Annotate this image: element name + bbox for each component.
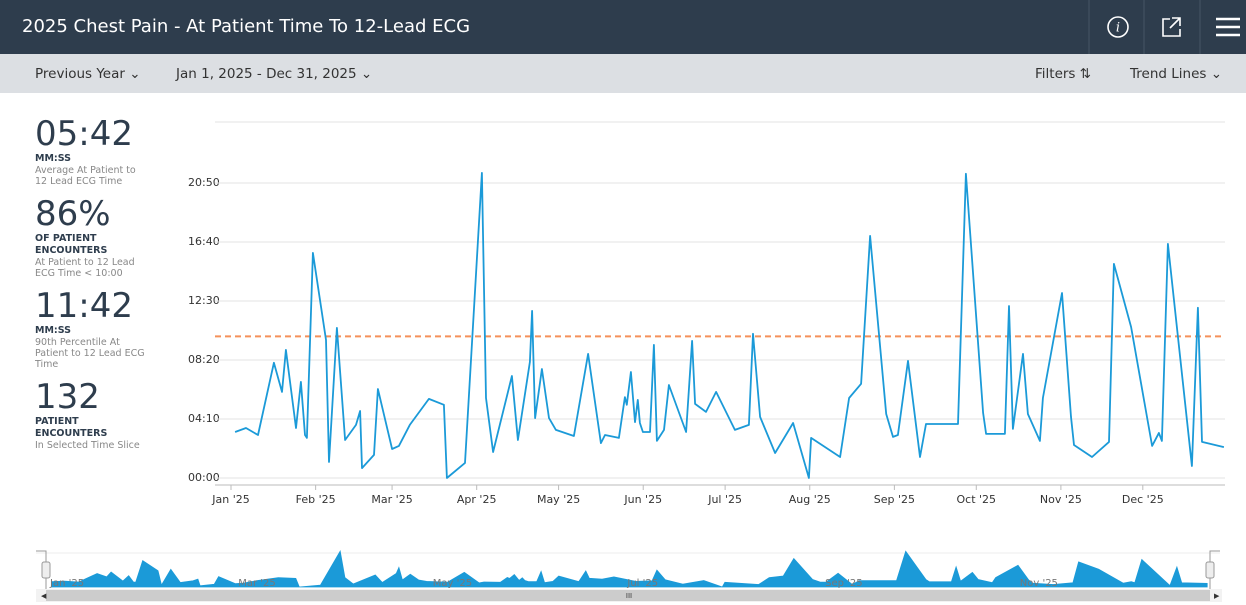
trend-select[interactable]: Trend Lines ⌄ (1130, 66, 1223, 82)
svg-text:i: i (1116, 21, 1120, 36)
open-icon[interactable] (1162, 17, 1181, 37)
info-icon[interactable]: i (1107, 16, 1129, 38)
navigator-label: Jan '25 (49, 578, 84, 589)
kpi-panel: 05:42 MM:SS Average At Patient to 12 Lead … (35, 115, 165, 459)
y-tick-label: 00:00 (188, 471, 220, 484)
x-tick-label: Nov '25 (1040, 493, 1082, 506)
x-tick-label: Mar '25 (371, 493, 412, 506)
y-tick-label: 08:20 (188, 353, 220, 366)
kpi-value: 86% (35, 194, 111, 234)
x-tick-label: Feb '25 (296, 493, 336, 506)
navigator-label: May '25 (433, 578, 472, 589)
navigator-area (51, 550, 1208, 588)
kpi-unit: MM:SS (35, 153, 71, 164)
kpi-caption: 90th Percentile At Patient to 12 Lead EC… (35, 337, 145, 370)
kpi-unit: MM:SS (35, 325, 71, 336)
svg-text:III: III (626, 592, 632, 600)
x-tick-label: Dec '25 (1122, 493, 1164, 506)
y-tick-label: 20:50 (188, 176, 220, 189)
y-tick-label: 12:30 (188, 294, 220, 307)
svg-text:▶: ▶ (1214, 592, 1220, 600)
title: 2025 Chest Pain - At Patient Time To 12-… (22, 16, 471, 37)
navigator-label: Nov '25 (1020, 578, 1058, 589)
kpi-value: 132 (35, 377, 100, 417)
svg-text:◀: ◀ (41, 592, 47, 600)
x-tick-label: Apr '25 (457, 493, 497, 506)
header: 2025 Chest Pain - At Patient Time To 12-… (0, 0, 1246, 54)
kpi-unit: PATIENT ENCOUNTERS (35, 416, 108, 439)
filters: Filters (1035, 66, 1076, 82)
kpi-caption: At Patient to 12 Lead ECG Time < 10:00 (35, 257, 135, 279)
kpi-value: 11:42 (35, 286, 133, 326)
navigator-label: Sep '25 (825, 578, 863, 589)
x-tick-label: Oct '25 (957, 493, 997, 506)
menu-icon[interactable] (1216, 17, 1240, 37)
x-tick-label: Jun '25 (623, 493, 662, 506)
x-tick-label: Aug '25 (789, 493, 831, 506)
period-select[interactable]: Previous Year ⌄ (35, 66, 141, 82)
navigator-label: Jul '25 (626, 578, 658, 589)
kpi-unit: OF PATIENT ENCOUNTERS (35, 233, 108, 256)
navigator: ◀ ▶ III (36, 550, 1222, 602)
trend: Trend Lines (1130, 66, 1207, 82)
series-line (234, 172, 1225, 479)
filters-button[interactable]: Filters ⇅ (1035, 66, 1092, 82)
kpi-caption: Average At Patient to 12 Lead ECG Time (35, 165, 136, 187)
toolbar: Previous Year ⌄ Jan 1, 2025 - Dec 31, 20… (0, 54, 1246, 93)
range-select[interactable]: Jan 1, 2025 - Dec 31, 2025 ⌄ (176, 66, 373, 82)
x-tick-label: Jan '25 (211, 493, 249, 506)
y-tick-label: 04:10 (188, 412, 220, 425)
period: Previous Year (35, 66, 125, 82)
x-tick-label: Sep '25 (874, 493, 915, 506)
x-tick-label: May '25 (537, 493, 580, 506)
kpi-caption: In Selected Time Slice (35, 440, 140, 451)
x-tick-label: Jul '25 (707, 493, 742, 506)
y-tick-label: 16:40 (188, 235, 220, 248)
kpi-value: 05:42 (35, 114, 133, 154)
navigator-label: Mar '25 (238, 578, 276, 589)
header-icons: i (1088, 0, 1240, 54)
chart: ◀ ▶ III 00:00 04:10 08:20 12:30 16:40 20:50 Ja… (36, 121, 1225, 602)
range: Jan 1, 2025 - Dec 31, 2025 (176, 66, 357, 82)
